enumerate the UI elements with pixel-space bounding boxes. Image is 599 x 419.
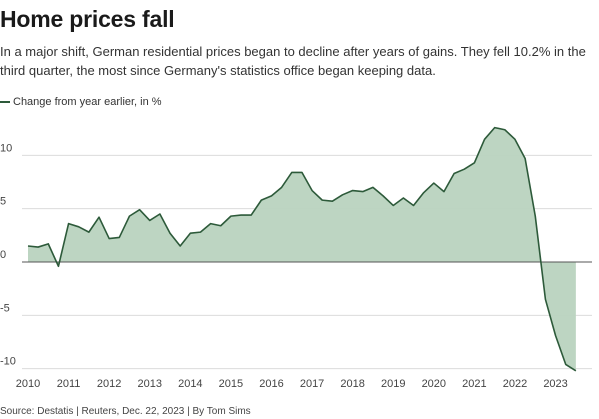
line-layer <box>27 126 577 372</box>
chart-subtitle: In a major shift, German residential pri… <box>0 44 586 78</box>
x-tick-label: 2010 <box>16 378 40 390</box>
y-tick-label: 10 <box>0 142 12 154</box>
x-tick-label: 2019 <box>381 378 405 390</box>
x-tick-label: 2016 <box>259 378 283 390</box>
legend-swatch <box>0 101 10 103</box>
legend: Change from year earlier, in % <box>0 96 162 108</box>
x-tick-label: 2018 <box>340 378 364 390</box>
x-tick-label: 2023 <box>543 378 567 390</box>
source-note: Source: Destatis | Reuters, Dec. 22, 202… <box>0 406 251 417</box>
x-tick-label: 2017 <box>300 378 324 390</box>
series-line <box>27 126 577 372</box>
x-tick-label: 2011 <box>57 378 81 390</box>
x-tick-label: 2012 <box>97 378 121 390</box>
x-tick-labels: 2010 2011 2012 2013 2014 2015 2016 2017 2018 2019… <box>16 378 568 390</box>
y-tick-labels: 10 5 0 -5 -10 <box>0 142 16 367</box>
x-tick-label: 2014 <box>178 378 202 390</box>
y-tick-label: 0 <box>0 249 6 261</box>
area-fill <box>28 127 576 371</box>
x-tick-label: 2022 <box>503 378 527 390</box>
legend-label: Change from year earlier, in % <box>13 96 162 108</box>
area-layer <box>28 127 576 371</box>
chart-title: Home prices fall <box>0 6 175 32</box>
x-tick-label: 2015 <box>219 378 243 390</box>
y-tick-label: -5 <box>0 302 10 314</box>
x-tick-label: 2013 <box>138 378 162 390</box>
y-tick-label: 5 <box>0 196 6 208</box>
y-tick-label: -10 <box>0 356 16 368</box>
x-tick-label: 2020 <box>422 378 446 390</box>
x-tick-label: 2021 <box>462 378 486 390</box>
